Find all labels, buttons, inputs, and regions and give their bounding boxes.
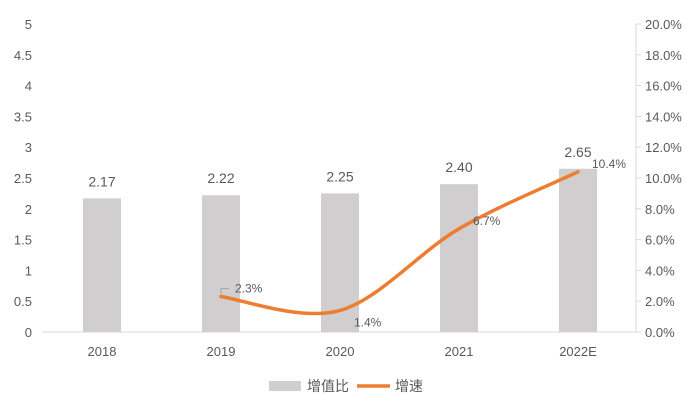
legend-line-label: 增速 [395,378,423,394]
line-data-label: 10.4% [592,157,626,171]
left-tick-label: 2 [25,202,32,217]
line-data-label: 1.4% [354,315,382,329]
bar [202,195,240,332]
right-tick-label: 18.0% [645,48,682,63]
left-tick-label: 1.5 [14,233,32,248]
left-tick-label: 0 [25,325,32,340]
left-tick-label: 3.5 [14,109,32,124]
legend-bar-label: 增值比 [307,378,349,394]
left-tick-label: 1 [25,263,32,278]
left-tick-label: 3 [25,140,32,155]
bar-data-label: 2.40 [445,159,472,175]
line-data-label: 6.7% [473,214,501,228]
right-tick-label: 2.0% [645,294,675,309]
right-tick-label: 4.0% [645,263,675,278]
right-tick-label: 12.0% [645,140,682,155]
right-tick-label: 20.0% [645,17,682,32]
bar [559,168,597,332]
legend-bar-swatch [269,381,301,391]
right-tick-label: 0.0% [645,325,675,340]
bar [440,184,478,332]
bar-data-label: 2.65 [564,144,591,160]
right-tick-label: 6.0% [645,233,675,248]
x-tick-label: 2021 [445,344,474,359]
x-tick-label: 2019 [207,344,236,359]
left-tick-label: 2.5 [14,171,32,186]
right-tick-label: 16.0% [645,79,682,94]
bar-data-label: 2.22 [207,170,234,186]
bar [83,198,121,332]
left-tick-label: 4 [25,79,32,94]
x-tick-label: 2022E [559,344,597,359]
x-tick-label: 2018 [88,344,117,359]
right-tick-label: 10.0% [645,171,682,186]
left-tick-label: 0.5 [14,294,32,309]
leader-line [220,288,229,295]
right-tick-label: 14.0% [645,109,682,124]
left-tick-label: 5 [25,17,32,32]
x-tick-label: 2020 [326,344,355,359]
left-tick-label: 4.5 [14,48,32,63]
line-data-label: 2.3% [235,282,263,296]
bar-data-label: 2.25 [326,168,353,184]
line-series [219,170,580,316]
bar-data-label: 2.17 [88,173,115,189]
right-tick-label: 8.0% [645,202,675,217]
